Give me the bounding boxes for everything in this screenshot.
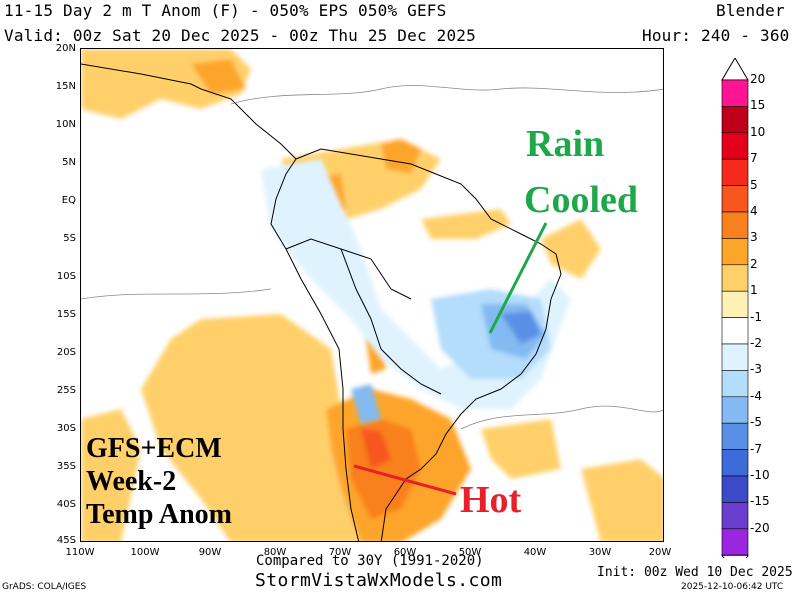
warm-anomaly-shading (81, 49, 663, 541)
colorbar-swatch (721, 238, 749, 266)
colorbar-label: 2 (750, 256, 758, 271)
lon-label: 100W (130, 547, 160, 558)
colorbar-label: 1 (750, 283, 758, 298)
coastlines (81, 63, 562, 541)
rain-label: Rain (526, 123, 605, 165)
lat-label: 5N (62, 157, 76, 168)
lat-label: 10N (55, 119, 76, 130)
colorbar-label: 10 (750, 124, 766, 139)
lat-label: 15N (55, 81, 76, 92)
colorbar-label: -1 (750, 309, 762, 324)
model-note-line2: Week-2 (86, 466, 177, 497)
colorbar-swatch (721, 158, 749, 186)
cooled-label: Cooled (524, 179, 638, 221)
lon-label: 80W (263, 547, 287, 558)
colorbar-swatch (721, 79, 749, 107)
lat-label: 45S (56, 535, 76, 546)
colorbar-label: -15 (750, 494, 770, 509)
zero-contours (81, 85, 663, 430)
colorbar-swatch (721, 396, 749, 424)
colorbar-swatch (721, 449, 749, 477)
colorbar-label: -2 (750, 336, 762, 350)
hot-arrow (353, 464, 457, 496)
timestamp: 2025-12-10-06:42 UTC (681, 582, 784, 592)
colorbar-label: 15 (750, 98, 766, 113)
colorbar-swatch (721, 132, 749, 160)
colorbar-label: -4 (750, 388, 762, 403)
hot-label: Hot (460, 479, 522, 521)
lon-label: 50W (458, 547, 482, 558)
lon-label: 90W (198, 547, 222, 558)
forecast-hour: Hour: 240 - 360 (642, 26, 790, 45)
lon-label: 110W (65, 547, 95, 558)
colorbar-swatch (721, 264, 749, 292)
lon-label: 30W (588, 547, 612, 558)
model-note-line3: Temp Anom (86, 499, 233, 530)
colorbar (721, 58, 749, 558)
colorbar-top-arrow (721, 58, 749, 81)
lat-label: 20S (56, 347, 76, 358)
lat-label: 25S (56, 385, 76, 396)
cool-anomaly-shading (261, 159, 571, 424)
colorbar-swatch (721, 185, 749, 213)
lat-label: 40S (56, 499, 76, 510)
colorbar-swatch (721, 106, 749, 134)
lat-label: 20N (55, 43, 76, 54)
temperature-anomaly-map (80, 48, 664, 542)
model-name: Blender (716, 1, 785, 20)
lat-label: 15S (56, 309, 76, 320)
colorbar-label: -20 (750, 520, 770, 535)
colorbar-label: -10 (750, 468, 770, 482)
colorbar-label: -7 (750, 441, 762, 456)
colorbar-swatch (721, 502, 749, 530)
colorbar-label: 7 (750, 151, 758, 166)
valid-period: Valid: 00z Sat 20 Dec 2025 - 00z Thu 25 … (4, 26, 476, 45)
map-canvas (81, 49, 663, 541)
init-time: Init: 00z Wed 10 Dec 2025 (597, 565, 793, 580)
lat-label: 30S (56, 423, 76, 434)
lat-label: 10S (56, 271, 76, 282)
colorbar-label: 4 (750, 204, 758, 218)
lon-label: 60W (393, 547, 417, 558)
lon-label: 20W (648, 547, 672, 558)
colorbar-swatch (721, 370, 749, 398)
colorbar-swatch (721, 343, 749, 371)
colorbar-swatch (721, 422, 749, 450)
lat-label: 5S (63, 233, 76, 244)
colorbar-label: -3 (750, 362, 762, 377)
colorbar-swatch (721, 317, 749, 345)
colorbar-label: 5 (750, 177, 758, 192)
map-title: 11-15 Day 2 m T Anom (F) - 050% EPS 050%… (4, 1, 447, 20)
grads-credit: GrADS: COLA/IGES (2, 582, 87, 592)
lon-label: 70W (328, 547, 352, 558)
colorbar-label: 20 (750, 72, 766, 86)
lon-label: 40W (523, 547, 547, 558)
colorbar-label: -5 (750, 415, 762, 430)
colorbar-swatch (721, 475, 749, 503)
colorbar-swatch (721, 290, 749, 318)
colorbar-label: 3 (750, 230, 758, 245)
model-note: GFS+ECM Week-2 Temp Anom (86, 432, 232, 531)
rain-arrow (488, 222, 548, 334)
lat-label: EQ (61, 195, 76, 206)
lat-label: 35S (56, 461, 76, 472)
site-name: StormVistaWxModels.com (255, 570, 503, 591)
colorbar-bottom-arrow (721, 554, 749, 558)
colorbar-swatch (721, 211, 749, 239)
colorbar-swatch (721, 528, 749, 556)
climatology-note: Compared to 30Y (1991-2020) (256, 553, 484, 569)
model-note-line1: GFS+ECM (86, 433, 222, 464)
